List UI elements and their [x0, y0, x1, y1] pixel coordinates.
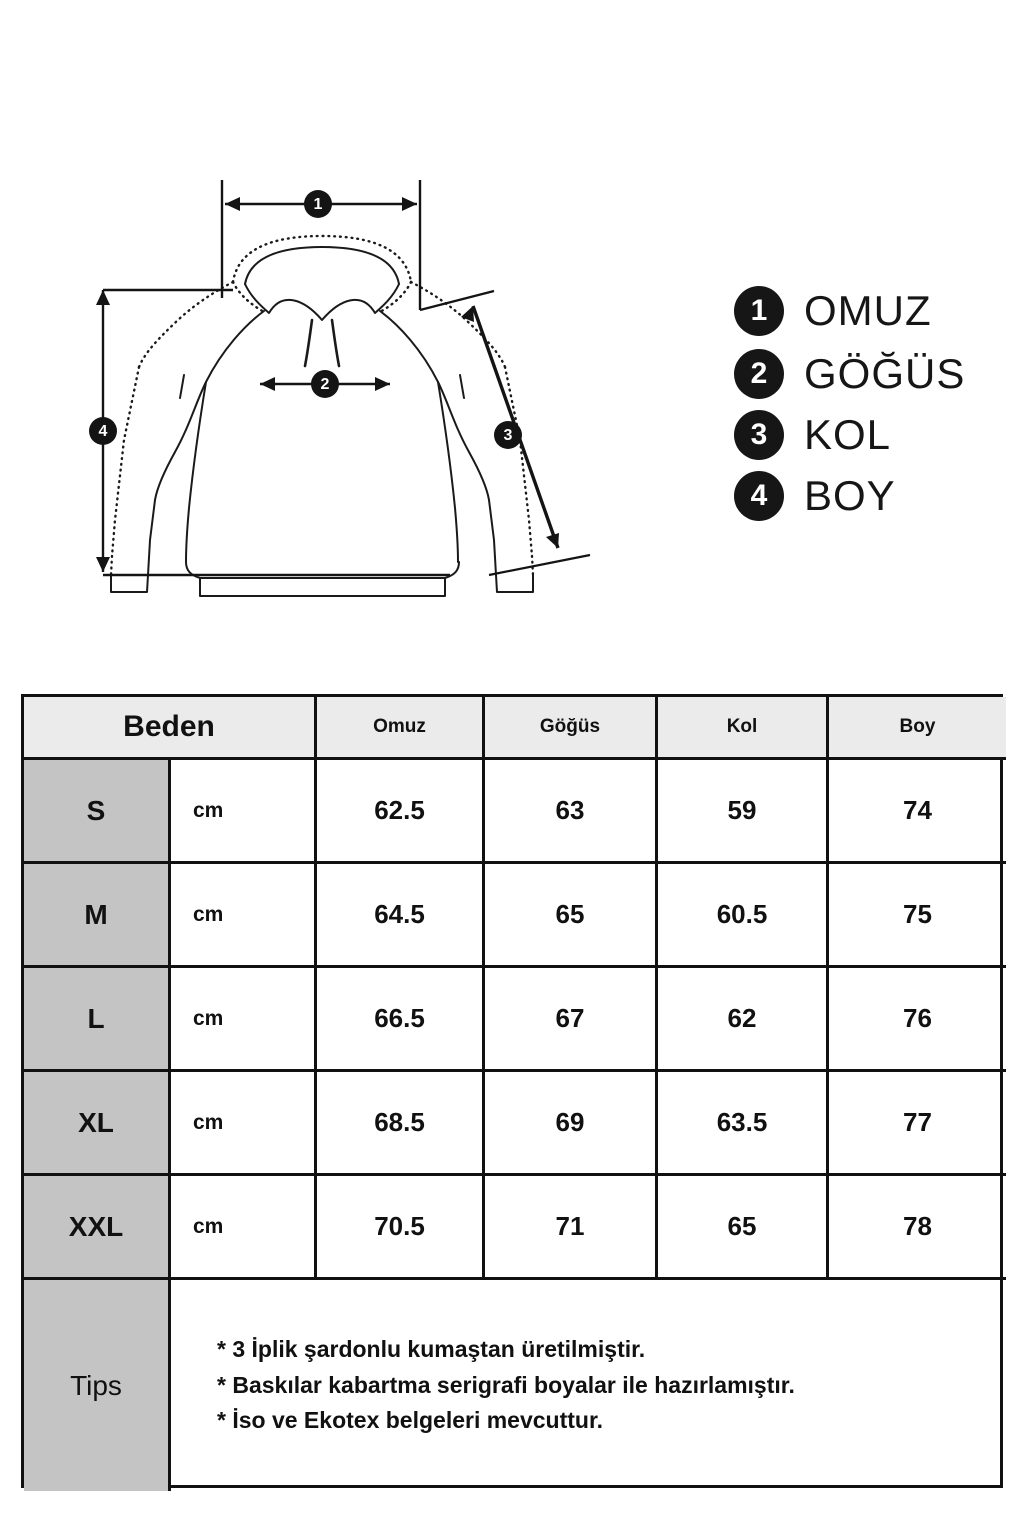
svg-text:4: 4 — [99, 423, 108, 440]
svg-text:3: 3 — [504, 427, 513, 444]
svg-text:1: 1 — [314, 196, 323, 213]
svg-text:2: 2 — [321, 376, 330, 393]
